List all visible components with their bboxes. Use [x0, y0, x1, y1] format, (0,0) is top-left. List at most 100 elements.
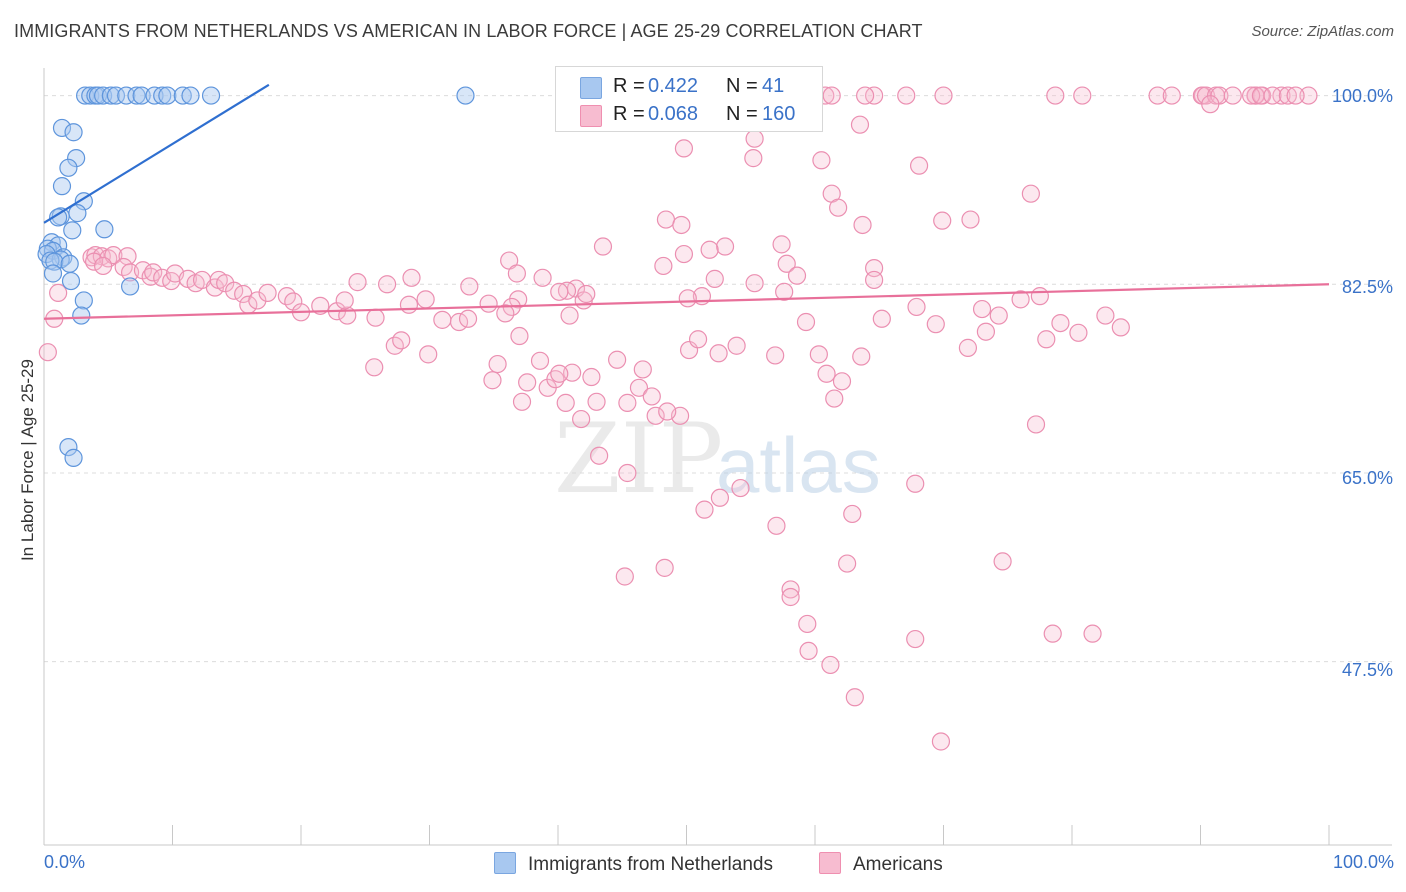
- americans-point: [49, 283, 68, 302]
- americans-point: [377, 275, 397, 294]
- americans-point: [1026, 415, 1046, 434]
- americans-point: [798, 614, 817, 634]
- americans-point: [582, 367, 601, 387]
- netherlands-point: [145, 86, 164, 105]
- x-tick-label: 0.0%: [44, 852, 86, 872]
- americans-point: [1011, 290, 1030, 309]
- americans-point: [897, 86, 916, 105]
- americans-point: [1223, 86, 1242, 105]
- americans-point: [1148, 86, 1167, 105]
- netherlands-point: [63, 221, 82, 240]
- americans-point: [335, 291, 354, 310]
- americans-point: [560, 306, 579, 325]
- americans-point: [767, 516, 786, 535]
- americans-point: [781, 587, 800, 607]
- americans-point: [727, 336, 746, 355]
- netherlands-point: [67, 149, 86, 168]
- americans-point: [1162, 86, 1181, 105]
- americans-point: [509, 290, 528, 309]
- americans-point: [744, 149, 763, 168]
- americans-point: [646, 406, 665, 425]
- chart-title: IMMIGRANTS FROM NETHERLANDS VS AMERICAN …: [14, 21, 923, 41]
- netherlands-point: [76, 86, 95, 105]
- americans-point: [144, 263, 163, 282]
- americans-point: [961, 210, 980, 229]
- americans-point: [1286, 86, 1305, 105]
- americans-point: [556, 393, 575, 412]
- americans-point: [38, 343, 57, 362]
- netherlands-point: [59, 437, 78, 457]
- americans-point: [799, 641, 818, 661]
- americans-point: [654, 256, 673, 276]
- americans-point: [934, 86, 953, 105]
- y-tick-label: 100.0%: [1331, 86, 1393, 106]
- netherlands-point: [181, 86, 200, 105]
- americans-point: [766, 346, 785, 365]
- americans-point: [787, 266, 807, 285]
- americans-point: [674, 244, 694, 264]
- americans-point: [658, 402, 677, 421]
- watermark-atlas: atlas: [716, 421, 881, 509]
- americans-point: [777, 254, 796, 273]
- americans-point: [809, 345, 828, 364]
- bottom-legend-swatch-netherlands: [494, 852, 516, 874]
- bottom-legend-americans: Americans: [819, 852, 943, 876]
- americans-point: [507, 264, 526, 283]
- americans-point: [1096, 306, 1115, 325]
- americans-point: [705, 269, 724, 288]
- americans-point: [745, 274, 764, 293]
- americans-point: [590, 446, 609, 465]
- netherlands-point: [49, 208, 68, 227]
- watermark-zip: ZIP: [554, 403, 723, 515]
- netherlands-trend-line: [43, 83, 270, 224]
- americans-point: [512, 392, 532, 411]
- americans-point: [865, 270, 884, 290]
- americans-point: [1196, 86, 1216, 105]
- americans-point: [1111, 318, 1130, 337]
- americans-point: [926, 315, 945, 334]
- americans-point: [822, 86, 841, 105]
- americans-point: [348, 273, 367, 292]
- americans-point: [392, 331, 411, 350]
- legend-swatch-americans: [580, 105, 602, 127]
- netherlands-point: [456, 86, 475, 105]
- bottom-legend-netherlands: Immigrants from Netherlands: [494, 852, 773, 876]
- legend-row-americans: R = 0.068 N = 160: [556, 100, 822, 130]
- netherlands-point: [52, 118, 72, 138]
- americans-point: [479, 294, 498, 313]
- americans-point: [825, 389, 844, 408]
- americans-point: [1043, 624, 1062, 643]
- americans-point: [709, 344, 728, 363]
- americans-point: [931, 732, 951, 751]
- americans-point: [989, 306, 1008, 325]
- legend-r-value: 0.068: [648, 103, 699, 125]
- americans-point: [572, 409, 591, 429]
- americans-point: [488, 354, 507, 374]
- netherlands-point: [72, 306, 91, 325]
- americans-point: [674, 139, 694, 158]
- americans-points: [38, 86, 1318, 751]
- legend-swatch-netherlands: [580, 77, 602, 99]
- americans-point: [958, 338, 978, 357]
- americans-point: [843, 504, 862, 524]
- x-tick-label: 100.0%: [1332, 852, 1394, 872]
- axes: [43, 68, 1392, 846]
- americans-point: [311, 296, 330, 315]
- americans-point: [248, 291, 267, 310]
- americans-point: [496, 304, 515, 323]
- americans-trend-line: [43, 283, 1330, 320]
- americans-point: [518, 373, 537, 392]
- legend-r-value: 0.422: [648, 75, 699, 97]
- trend-lines: [43, 83, 1330, 320]
- americans-point: [615, 567, 634, 586]
- americans-point: [85, 252, 104, 271]
- americans-point: [906, 474, 925, 493]
- bottom-legend-label: Immigrants from Netherlands: [528, 854, 773, 875]
- americans-point: [829, 198, 848, 217]
- legend-r-label: R =: [613, 75, 645, 97]
- americans-point: [832, 372, 852, 391]
- legend-row-netherlands: R = 0.422 N = 41: [556, 72, 822, 102]
- americans-point: [1263, 86, 1282, 105]
- watermark: ZIP atlas: [554, 403, 881, 515]
- americans-point: [366, 308, 385, 327]
